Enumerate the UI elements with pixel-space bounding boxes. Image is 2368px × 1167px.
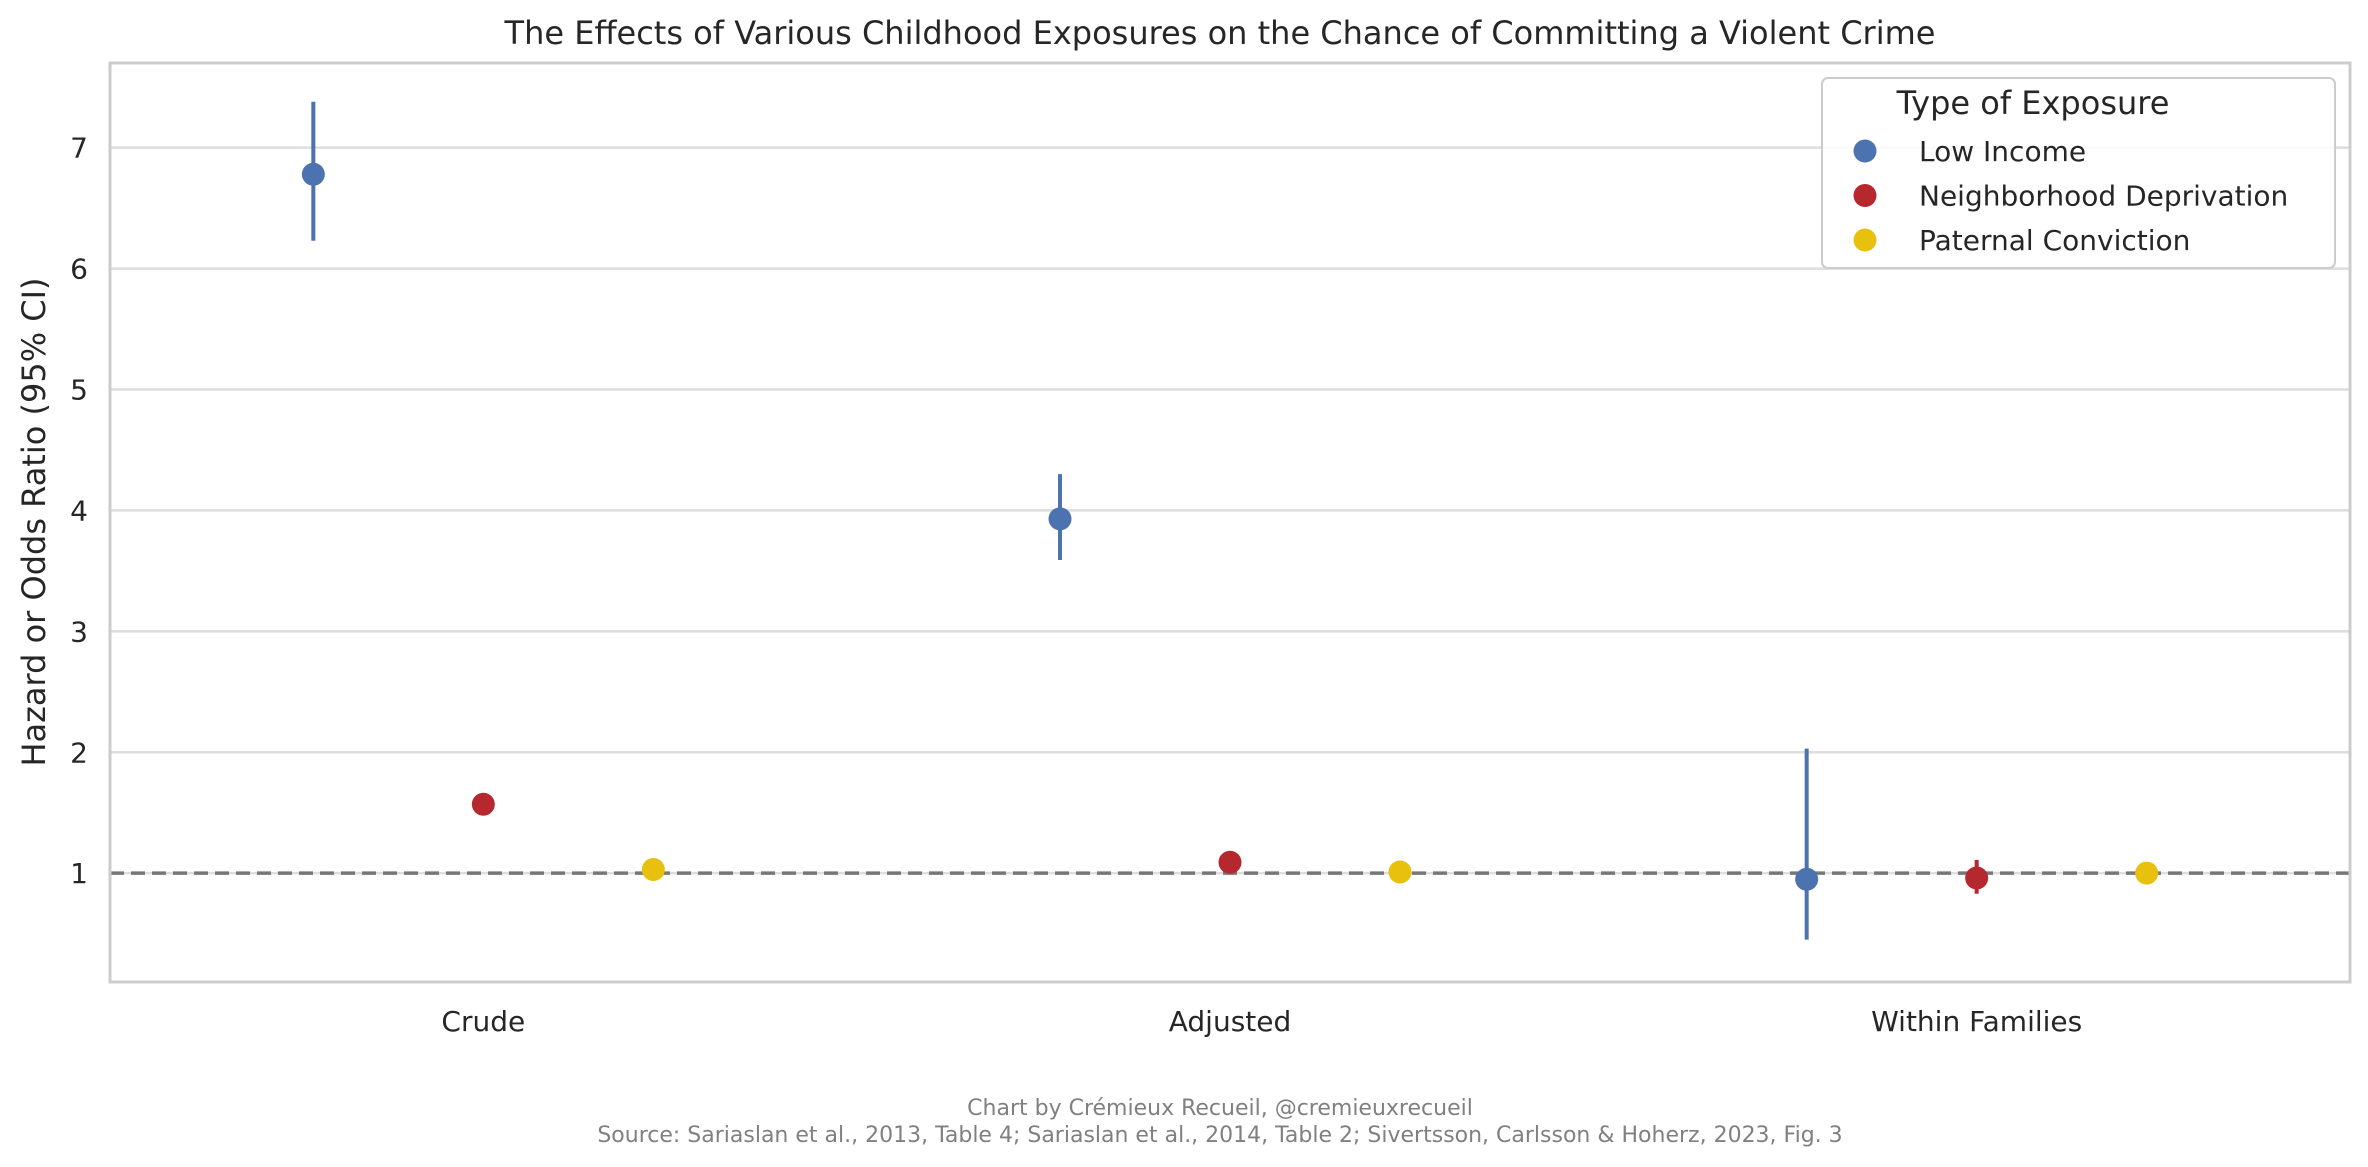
plot-frame xyxy=(108,61,2352,984)
point-neighborhood-deprivation-within-families xyxy=(1965,866,1989,890)
y-tick-label-5: 5 xyxy=(70,373,88,406)
y-tick-label-7: 7 xyxy=(70,132,88,165)
y-tick-label-1: 1 xyxy=(70,857,88,890)
chart-title: The Effects of Various Childhood Exposur… xyxy=(504,14,1936,52)
point-neighborhood-deprivation-crude xyxy=(471,792,495,816)
source-line: Source: Sariaslan et al., 2013, Table 4;… xyxy=(597,1123,1842,1148)
legend-marker-low-income xyxy=(1853,139,1877,163)
point-paternal-conviction-adjusted xyxy=(1388,860,1412,884)
legend-label-paternal-conviction: Paternal Conviction xyxy=(1919,224,2190,257)
point-paternal-conviction-within-families xyxy=(2135,861,2159,885)
y-tick-label-6: 6 xyxy=(70,253,88,286)
legend-items: Low Income Neighborhood Deprivation Patern… xyxy=(1853,135,2288,257)
x-ticks: Crude Adjusted Within Families xyxy=(441,1005,2082,1038)
point-low-income-within-families xyxy=(1795,867,1819,891)
legend-marker-paternal-conviction xyxy=(1853,228,1877,252)
legend-marker-neighborhood-deprivation xyxy=(1853,184,1877,207)
legend-box xyxy=(1821,77,2336,269)
point-paternal-conviction-crude xyxy=(641,858,665,882)
y-tick-label-4: 4 xyxy=(70,494,88,527)
y-axis-label: Hazard or Odds Ratio (95% CI) xyxy=(15,277,53,766)
credit-line: Chart by Crémieux Recueil, @cremieuxrecu… xyxy=(967,1096,1473,1121)
x-tick-label-adjusted: Adjusted xyxy=(1169,1005,1292,1038)
data-marks xyxy=(301,101,2159,940)
legend: Type of Exposure Low Income Neighborhood … xyxy=(1821,77,2336,269)
x-tick-label-within-families: Within Families xyxy=(1871,1005,2082,1038)
legend-title: Type of Exposure xyxy=(1896,84,2170,122)
point-low-income-crude xyxy=(301,162,325,186)
point-low-income-adjusted xyxy=(1048,507,1072,531)
y-tick-label-2: 2 xyxy=(70,736,88,769)
legend-label-low-income: Low Income xyxy=(1919,135,2086,168)
x-tick-label-crude: Crude xyxy=(441,1005,525,1038)
point-neighborhood-deprivation-adjusted xyxy=(1218,850,1242,874)
y-ticks: 1 2 3 4 5 6 7 xyxy=(70,132,88,891)
y-tick-label-3: 3 xyxy=(70,615,88,648)
legend-label-neighborhood-deprivation: Neighborhood Deprivation xyxy=(1919,180,2288,213)
gridlines xyxy=(110,146,2350,875)
